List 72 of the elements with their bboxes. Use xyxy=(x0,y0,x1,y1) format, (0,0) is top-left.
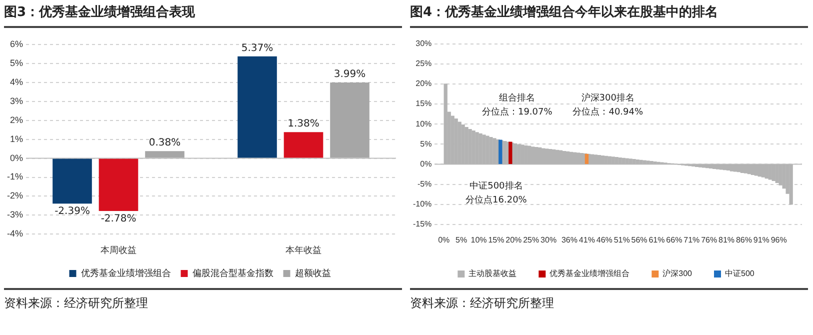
y-tick-label: -10% xyxy=(412,200,432,209)
x-tick-label: 15% xyxy=(488,235,504,244)
x-tick-label: 0% xyxy=(438,235,450,244)
x-tick-label: 76% xyxy=(701,235,718,244)
x-tick-label: 本周收益 xyxy=(100,245,137,256)
annotation: 沪深300排名 xyxy=(581,92,634,104)
bar xyxy=(52,158,92,204)
y-tick-label: -5% xyxy=(417,179,432,188)
legend-label: 优秀基金业绩增强组合 xyxy=(550,269,630,278)
y-tick-label: 6% xyxy=(10,38,24,49)
data-label: 5.37% xyxy=(241,42,274,54)
y-tick-label: 10% xyxy=(416,119,432,128)
legend-label: 偏股混合型基金指数 xyxy=(192,268,274,278)
data-label: 1.38% xyxy=(288,118,320,130)
x-tick-label: 本年收益 xyxy=(286,245,322,256)
x-tick-label: 91% xyxy=(753,235,770,244)
y-tick-label: -15% xyxy=(412,220,432,229)
x-tick-label: 81% xyxy=(718,235,735,244)
y-tick-label: 1% xyxy=(10,134,24,144)
x-tick-label: 96% xyxy=(770,235,787,244)
x-tick-label: 10% xyxy=(470,235,487,244)
y-tick-label: 3% xyxy=(10,96,24,106)
y-tick-label: 4% xyxy=(10,76,24,87)
x-tick-label: 30% xyxy=(540,235,557,244)
y-tick-label: 30% xyxy=(416,39,432,48)
annotation: 组合排名 xyxy=(499,92,536,104)
y-tick-label: -4% xyxy=(6,228,24,239)
text: 资料来源：经济研究所整理 xyxy=(410,295,555,312)
data-label: -2.78% xyxy=(100,214,136,225)
y-tick-label: 20% xyxy=(416,79,432,88)
legend-label: 沪深300 xyxy=(662,269,693,278)
annotation: 分位点：19.07% xyxy=(482,106,553,118)
y-tick-label: 5% xyxy=(10,58,24,68)
x-tick-label: 61% xyxy=(648,235,665,244)
annotation: 分位点：40.94% xyxy=(572,106,644,118)
y-tick-label: 2% xyxy=(10,114,24,125)
data-label: 0.38% xyxy=(148,138,181,149)
y-tick-label: 25% xyxy=(416,59,432,68)
x-tick-label: 25% xyxy=(523,235,540,244)
bar xyxy=(238,56,277,158)
y-tick-label: 5% xyxy=(420,139,432,148)
bar xyxy=(284,132,324,158)
data-label: 3.99% xyxy=(334,69,366,80)
y-tick-label: 15% xyxy=(416,99,432,108)
legend-label: 中证500 xyxy=(725,269,755,278)
y-tick-label: -3% xyxy=(6,210,24,220)
annotation: 中证500排名 xyxy=(470,180,523,192)
legend-label: 主动股基收益 xyxy=(468,269,517,278)
x-tick-label: 86% xyxy=(736,235,752,244)
x-tick-label: 5% xyxy=(456,235,468,244)
chart-title: 图4：优秀基金业绩增强组合今年以来在股基中的排名 xyxy=(410,0,808,28)
legend-label: 超额收益 xyxy=(294,268,331,278)
bar xyxy=(98,158,138,212)
x-tick-label: 56% xyxy=(631,235,648,244)
x-tick-label: 71% xyxy=(684,235,700,244)
y-tick-label: -1% xyxy=(6,172,24,182)
x-tick-label: 41% xyxy=(578,235,595,244)
chart-title: 图3：优秀基金业绩增强组合表现 xyxy=(4,0,402,28)
x-tick-label: 36% xyxy=(561,235,578,244)
legend-label: 优秀基金业绩增强组合 xyxy=(80,268,171,278)
x-tick-label: 20% xyxy=(506,235,522,244)
x-tick-label: 51% xyxy=(614,235,630,244)
text: 资料来源：经济研究所整理 xyxy=(4,295,149,312)
bar xyxy=(330,82,370,158)
annotation: 分位点16.20% xyxy=(466,194,528,206)
bar xyxy=(145,151,184,158)
x-tick-label: 46% xyxy=(596,235,612,244)
y-tick-label: -2% xyxy=(6,190,24,201)
x-tick-label: 66% xyxy=(666,235,682,244)
data-label: -2.39% xyxy=(54,206,90,218)
y-tick-label: 0% xyxy=(10,152,24,163)
y-tick-label: 0% xyxy=(420,159,432,168)
